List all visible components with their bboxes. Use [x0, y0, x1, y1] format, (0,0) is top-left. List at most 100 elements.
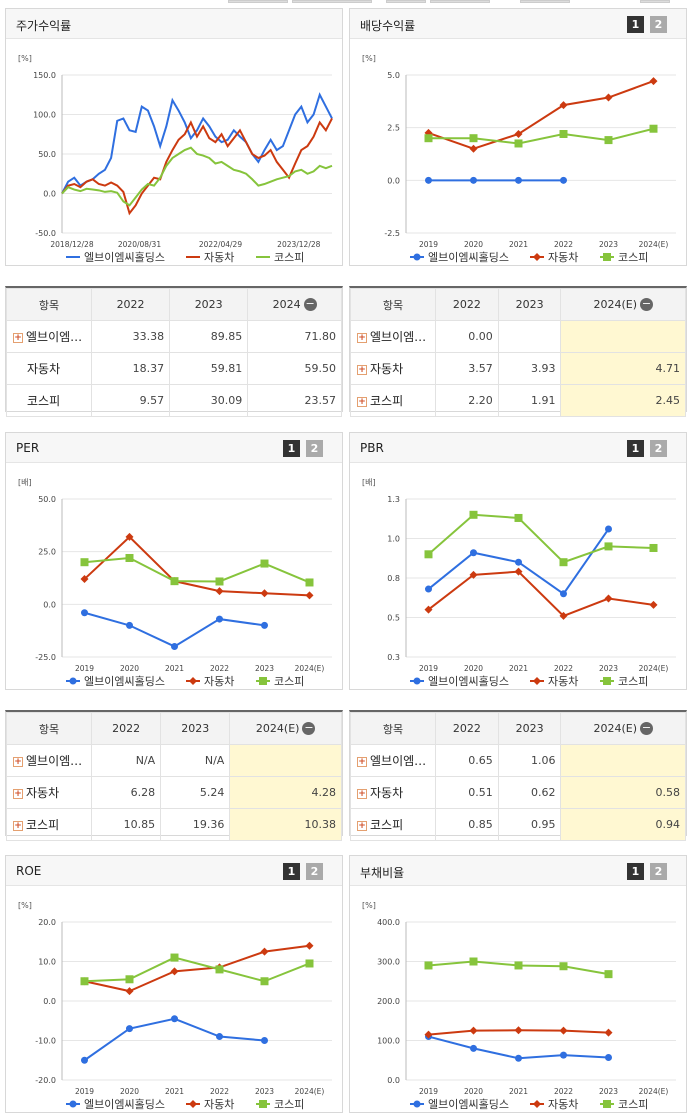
- chart-pbr: [배] 1.3 1.0 0.8 0.5 0.3 2019 2020 2021 2022 2023 20…: [362, 478, 676, 688]
- legend-label: 코스피: [618, 675, 648, 688]
- series-line: [83, 1017, 265, 1062]
- data-point: [514, 139, 523, 148]
- collapse-icon[interactable]: −: [640, 297, 653, 312]
- table-header: 2023: [497, 712, 562, 745]
- table-header: 2022: [435, 712, 499, 745]
- page-1-button[interactable]: 1: [283, 440, 300, 457]
- table-row: + 엘브이엠… N/A N/A: [6, 744, 342, 777]
- data-point: [560, 1051, 567, 1059]
- row-name: 자동차: [27, 362, 61, 376]
- data-point: [170, 953, 179, 962]
- expand-plus-icon[interactable]: +: [13, 820, 23, 831]
- page-2-button[interactable]: 2: [306, 440, 323, 457]
- page-2-button[interactable]: 2: [650, 440, 667, 457]
- table-cell: 0.51: [435, 776, 499, 809]
- series-line: [83, 535, 310, 597]
- collapse-icon[interactable]: −: [302, 721, 316, 736]
- expand-plus-icon[interactable]: +: [357, 820, 367, 831]
- table-cell: 6.28: [90, 776, 162, 809]
- data-point: [425, 176, 432, 184]
- table-cell: 2.20: [435, 384, 499, 417]
- chart-debt: [%]400.0 300.0 200.0 100.0 0.0 2019 2020 2021 20…: [362, 901, 676, 1111]
- y-tick-label: 0.0: [43, 190, 56, 199]
- page-2-button[interactable]: 2: [650, 863, 667, 880]
- data-point: [125, 975, 134, 984]
- data-point: [170, 577, 179, 586]
- page-2-button[interactable]: 2: [306, 863, 323, 880]
- data-point: [425, 585, 432, 593]
- data-point: [189, 1100, 197, 1108]
- x-tick-label: 2021: [509, 1087, 528, 1096]
- axis-unit-label: [%]: [18, 901, 32, 910]
- page-1-button[interactable]: 1: [627, 863, 644, 880]
- x-tick-label: 2023: [599, 1087, 618, 1096]
- expand-plus-icon[interactable]: +: [13, 332, 23, 343]
- table-cell: 9.57: [90, 384, 171, 417]
- row-name-cell: + 엘브이엠…: [6, 320, 92, 353]
- y-tick-label: 400.0: [377, 918, 400, 927]
- expand-plus-icon[interactable]: +: [357, 332, 367, 343]
- y-tick-label: 20.0: [38, 918, 56, 927]
- data-point: [125, 532, 134, 541]
- expand-plus-icon[interactable]: +: [357, 364, 367, 375]
- data-point: [604, 970, 613, 979]
- table-cell: [560, 744, 686, 777]
- data-point: [171, 642, 178, 650]
- legend-label: 엘브이엠씨홀딩스: [84, 675, 165, 688]
- table-header: 2022: [90, 288, 171, 321]
- expand-plus-icon[interactable]: +: [357, 396, 367, 407]
- collapse-icon[interactable]: −: [303, 297, 317, 312]
- table-cell: 0.62: [497, 776, 562, 809]
- table-cell: 2.45: [560, 384, 686, 417]
- data-point: [215, 587, 224, 596]
- table-cell: 89.85: [169, 320, 249, 353]
- table-header: 2024(E) −: [560, 712, 686, 745]
- expand-plus-icon[interactable]: +: [357, 756, 367, 767]
- series-line: [61, 146, 333, 207]
- table-cell: 3.57: [435, 352, 499, 385]
- x-tick-label: 2019: [419, 240, 438, 249]
- legend-label: 자동차: [548, 251, 578, 264]
- row-name: 코스피: [370, 394, 404, 408]
- data-point: [514, 961, 523, 970]
- data-point: [216, 1033, 223, 1041]
- data-point: [424, 1030, 433, 1039]
- data-point: [261, 1037, 268, 1044]
- x-tick-label: 2020: [464, 240, 483, 249]
- y-tick-label: 0.5: [387, 614, 400, 623]
- expand-plus-icon[interactable]: +: [13, 756, 23, 767]
- tab-stub: [228, 0, 288, 3]
- y-tick-label: -10.0: [35, 1037, 56, 1046]
- row-name: 코스피: [370, 818, 404, 832]
- expand-plus-icon[interactable]: +: [357, 788, 367, 799]
- table-cell: 1.91: [497, 384, 562, 417]
- expand-plus-icon[interactable]: +: [13, 788, 23, 799]
- row-name-cell: + 코스피: [350, 384, 436, 417]
- panel-title: ROE: [16, 864, 42, 878]
- data-point: [305, 959, 314, 968]
- collapse-icon[interactable]: −: [640, 721, 653, 736]
- table-header: 2023: [497, 288, 562, 321]
- row-name: 엘브이엠…: [370, 754, 427, 768]
- data-point: [260, 977, 269, 986]
- data-point: [604, 1028, 613, 1037]
- table-cell: 10.38: [229, 808, 342, 841]
- page-2-button[interactable]: 2: [650, 16, 667, 33]
- page-1-button[interactable]: 1: [283, 863, 300, 880]
- table-cell: 71.80: [247, 320, 342, 353]
- legend-label: 자동차: [548, 675, 578, 688]
- table-dividend: 항목 2022 2023 2024(E) − + 엘브이엠… 0.00 + 자동차 3…: [349, 286, 687, 417]
- chart-roe: [%] 20.0 10.0 0.0 -10.0 -20.0 2019 2020 2021 2022…: [18, 901, 332, 1111]
- data-point: [533, 1100, 541, 1108]
- page-1-button[interactable]: 1: [627, 16, 644, 33]
- y-tick-label: 300.0: [377, 958, 400, 967]
- data-point: [126, 1025, 133, 1033]
- x-tick-label: 2020: [120, 664, 139, 673]
- data-point: [470, 176, 477, 184]
- table-header: 항목: [6, 712, 92, 745]
- axis-unit-label: [%]: [362, 54, 376, 63]
- page-1-button[interactable]: 1: [627, 440, 644, 457]
- y-tick-label: 150.0: [33, 71, 56, 80]
- row-name: 자동차: [370, 786, 404, 800]
- legend-label: 코스피: [618, 1098, 648, 1111]
